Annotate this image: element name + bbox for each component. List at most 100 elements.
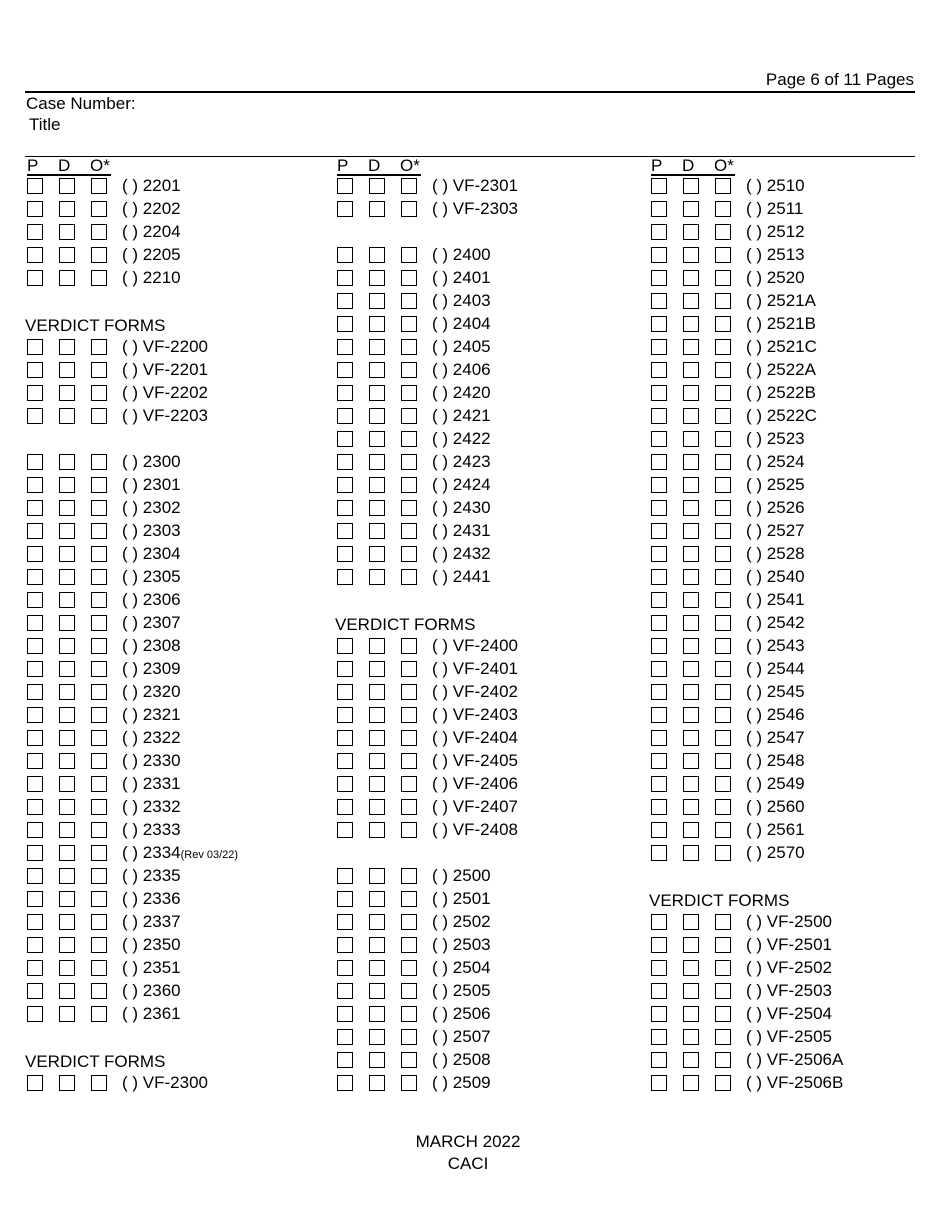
checkbox-p[interactable]	[651, 247, 667, 263]
checkbox-p[interactable]	[27, 822, 43, 838]
checkbox-d[interactable]	[683, 500, 699, 516]
checkbox-p[interactable]	[27, 799, 43, 815]
checkbox-o[interactable]	[401, 523, 417, 539]
checkbox-d[interactable]	[683, 914, 699, 930]
checkbox-p[interactable]	[337, 1052, 353, 1068]
checkbox-d[interactable]	[59, 684, 75, 700]
checkbox-o[interactable]	[401, 868, 417, 884]
checkbox-o[interactable]	[401, 408, 417, 424]
checkbox-d[interactable]	[369, 270, 385, 286]
checkbox-d[interactable]	[683, 339, 699, 355]
checkbox-d[interactable]	[369, 983, 385, 999]
checkbox-p[interactable]	[337, 408, 353, 424]
checkbox-o[interactable]	[401, 638, 417, 654]
checkbox-d[interactable]	[369, 569, 385, 585]
checkbox-d[interactable]	[59, 592, 75, 608]
checkbox-o[interactable]	[91, 1006, 107, 1022]
checkbox-o[interactable]	[715, 776, 731, 792]
checkbox-d[interactable]	[59, 523, 75, 539]
checkbox-d[interactable]	[683, 707, 699, 723]
checkbox-p[interactable]	[651, 684, 667, 700]
checkbox-o[interactable]	[91, 937, 107, 953]
checkbox-d[interactable]	[683, 523, 699, 539]
checkbox-o[interactable]	[715, 753, 731, 769]
checkbox-o[interactable]	[715, 1029, 731, 1045]
checkbox-d[interactable]	[683, 983, 699, 999]
checkbox-d[interactable]	[683, 845, 699, 861]
checkbox-o[interactable]	[401, 385, 417, 401]
checkbox-p[interactable]	[651, 546, 667, 562]
checkbox-d[interactable]	[683, 1006, 699, 1022]
checkbox-p[interactable]	[27, 638, 43, 654]
checkbox-p[interactable]	[27, 615, 43, 631]
checkbox-p[interactable]	[27, 776, 43, 792]
checkbox-o[interactable]	[91, 868, 107, 884]
checkbox-o[interactable]	[715, 914, 731, 930]
checkbox-p[interactable]	[27, 500, 43, 516]
checkbox-o[interactable]	[715, 224, 731, 240]
checkbox-o[interactable]	[91, 1075, 107, 1091]
checkbox-o[interactable]	[401, 339, 417, 355]
checkbox-p[interactable]	[27, 868, 43, 884]
checkbox-o[interactable]	[715, 1052, 731, 1068]
checkbox-p[interactable]	[651, 270, 667, 286]
checkbox-p[interactable]	[337, 822, 353, 838]
checkbox-p[interactable]	[27, 224, 43, 240]
checkbox-o[interactable]	[91, 960, 107, 976]
checkbox-d[interactable]	[59, 937, 75, 953]
checkbox-d[interactable]	[59, 1006, 75, 1022]
checkbox-o[interactable]	[715, 477, 731, 493]
checkbox-d[interactable]	[369, 707, 385, 723]
checkbox-d[interactable]	[369, 937, 385, 953]
checkbox-o[interactable]	[401, 891, 417, 907]
checkbox-p[interactable]	[651, 224, 667, 240]
checkbox-p[interactable]	[651, 753, 667, 769]
checkbox-p[interactable]	[337, 638, 353, 654]
checkbox-p[interactable]	[337, 178, 353, 194]
checkbox-d[interactable]	[683, 477, 699, 493]
checkbox-d[interactable]	[59, 270, 75, 286]
checkbox-d[interactable]	[59, 178, 75, 194]
checkbox-d[interactable]	[59, 500, 75, 516]
checkbox-o[interactable]	[91, 270, 107, 286]
checkbox-d[interactable]	[683, 385, 699, 401]
checkbox-d[interactable]	[59, 983, 75, 999]
checkbox-o[interactable]	[401, 914, 417, 930]
checkbox-o[interactable]	[715, 615, 731, 631]
checkbox-o[interactable]	[401, 1075, 417, 1091]
checkbox-p[interactable]	[337, 1006, 353, 1022]
checkbox-p[interactable]	[27, 753, 43, 769]
checkbox-o[interactable]	[715, 1075, 731, 1091]
checkbox-d[interactable]	[59, 891, 75, 907]
checkbox-o[interactable]	[91, 546, 107, 562]
checkbox-o[interactable]	[401, 661, 417, 677]
checkbox-d[interactable]	[683, 569, 699, 585]
checkbox-p[interactable]	[651, 1052, 667, 1068]
checkbox-o[interactable]	[715, 408, 731, 424]
checkbox-o[interactable]	[401, 178, 417, 194]
checkbox-o[interactable]	[401, 431, 417, 447]
checkbox-p[interactable]	[651, 201, 667, 217]
checkbox-d[interactable]	[369, 339, 385, 355]
checkbox-o[interactable]	[715, 385, 731, 401]
checkbox-d[interactable]	[683, 753, 699, 769]
checkbox-o[interactable]	[401, 293, 417, 309]
checkbox-d[interactable]	[59, 753, 75, 769]
checkbox-d[interactable]	[369, 1029, 385, 1045]
checkbox-o[interactable]	[715, 592, 731, 608]
checkbox-p[interactable]	[651, 983, 667, 999]
checkbox-o[interactable]	[91, 523, 107, 539]
checkbox-d[interactable]	[369, 776, 385, 792]
checkbox-o[interactable]	[401, 1052, 417, 1068]
checkbox-o[interactable]	[91, 730, 107, 746]
checkbox-p[interactable]	[651, 845, 667, 861]
checkbox-d[interactable]	[59, 1075, 75, 1091]
checkbox-o[interactable]	[91, 224, 107, 240]
checkbox-d[interactable]	[369, 362, 385, 378]
checkbox-p[interactable]	[27, 661, 43, 677]
checkbox-o[interactable]	[715, 500, 731, 516]
checkbox-d[interactable]	[369, 546, 385, 562]
checkbox-d[interactable]	[59, 569, 75, 585]
checkbox-p[interactable]	[27, 454, 43, 470]
checkbox-p[interactable]	[27, 178, 43, 194]
